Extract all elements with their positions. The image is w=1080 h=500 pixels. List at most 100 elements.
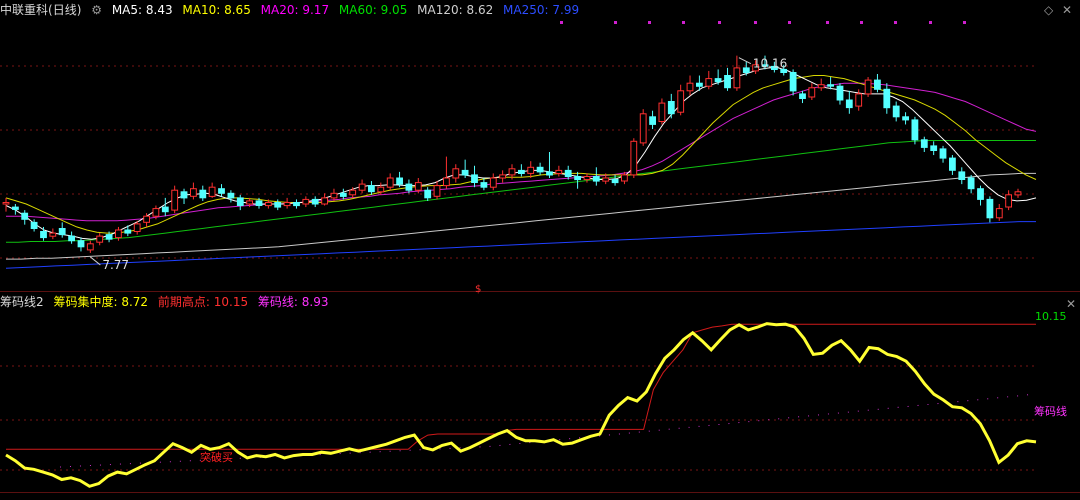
candle-up — [527, 166, 535, 174]
candle-up — [152, 208, 160, 217]
candle-down — [911, 119, 919, 141]
candle-up — [265, 202, 272, 207]
candle-down — [611, 179, 619, 184]
candle-down — [424, 189, 432, 199]
candle-up — [321, 197, 329, 205]
candle-up — [246, 200, 253, 205]
candle-down — [68, 235, 75, 242]
candle-down — [161, 206, 169, 213]
candle-down — [480, 182, 488, 188]
chip-line-readout: 筹码线: 8.93 — [257, 295, 329, 309]
candle-down — [227, 192, 235, 199]
candle-down — [883, 88, 891, 109]
ma120-line — [6, 172, 1036, 260]
candle-up — [621, 174, 628, 182]
candle-down — [518, 169, 525, 174]
high-price-label: 10.16 — [753, 57, 787, 71]
candle-down — [874, 79, 881, 90]
candle-down — [311, 198, 319, 205]
candle-up — [639, 113, 647, 144]
settings-gear-icon[interactable]: ⚙ — [91, 3, 102, 17]
candle-down — [592, 176, 600, 182]
top-signal-dot — [826, 21, 829, 24]
top-signal-dot — [718, 21, 721, 24]
candle-down — [892, 105, 900, 118]
ma20-readout: MA20: 9.17 — [260, 3, 330, 17]
candle-down — [564, 169, 572, 177]
top-signal-dot — [788, 21, 791, 24]
candle-up — [49, 232, 57, 237]
candle-up — [508, 168, 516, 176]
top-signal-dot — [929, 21, 932, 24]
candle-down — [396, 177, 404, 185]
candle-up — [115, 229, 122, 239]
prev-high-line — [6, 323, 1036, 450]
candle-down — [293, 202, 300, 207]
candle-down — [827, 84, 835, 87]
candle-up — [995, 208, 1003, 219]
top-signal-dot — [614, 21, 617, 24]
candle-down — [667, 101, 675, 115]
candle-down — [58, 228, 66, 236]
candle-down — [536, 166, 544, 173]
candle-down — [789, 72, 797, 92]
ma5-readout: MA5: 8.43 — [111, 3, 173, 17]
concentration-line — [5, 322, 1037, 488]
collapse-diamond-icon[interactable]: ◇ — [1044, 3, 1054, 17]
top-signal-dot — [963, 21, 966, 24]
indicator-close-icon[interactable]: ✕ — [1066, 297, 1077, 311]
candle-up — [686, 82, 694, 92]
close-icon[interactable]: ✕ — [1062, 3, 1073, 17]
candle-down — [714, 78, 722, 83]
candle-down — [649, 116, 657, 125]
candle-down — [574, 176, 582, 181]
candle-down — [274, 202, 282, 208]
ma10-readout: MA10: 8.65 — [182, 3, 251, 17]
candle-up — [705, 78, 713, 87]
candle-down — [761, 64, 769, 67]
candle-down — [105, 234, 113, 240]
candle-up — [499, 174, 507, 179]
candle-down — [771, 65, 778, 71]
ma60-readout: MA60: 9.05 — [338, 3, 408, 17]
candle-up — [2, 202, 10, 205]
candle-down — [949, 157, 956, 171]
candle-down — [30, 221, 38, 229]
ma10-line — [5, 75, 1037, 234]
candle-up — [752, 64, 760, 72]
ma20-line — [6, 82, 1037, 222]
candle-up — [677, 90, 685, 113]
candle-down — [986, 198, 994, 219]
candle-down — [742, 67, 750, 74]
candle-up — [452, 168, 460, 179]
top-signal-dot — [860, 21, 863, 24]
top-signal-dot — [754, 21, 757, 24]
candle-down — [461, 169, 469, 176]
main-panel-header: 中联重科(日线) ⚙ MA5: 8.43 MA10: 8.65 MA20: 9.… — [0, 0, 585, 20]
breakout-buy-label: 突破买 — [200, 450, 233, 464]
candle-up — [133, 223, 141, 232]
candle-up — [377, 186, 385, 193]
candle-up — [583, 176, 591, 181]
candle-up — [555, 169, 563, 174]
candle-up — [855, 93, 863, 107]
indicator-name[interactable]: 筹码线2 — [0, 295, 44, 309]
candle-down — [696, 82, 703, 87]
candle-up — [302, 198, 310, 205]
candle-up — [349, 189, 357, 196]
candle-down — [724, 75, 731, 89]
concentration-readout: 筹码集中度: 8.72 — [53, 295, 149, 309]
top-signal-dot — [648, 21, 651, 24]
candle-down — [546, 171, 553, 176]
ma120-readout: MA120: 8.62 — [417, 3, 494, 17]
candle-up — [808, 87, 816, 98]
candle-up — [171, 189, 179, 211]
candle-up — [1005, 194, 1013, 208]
stock-name[interactable]: 中联重科 — [0, 3, 49, 17]
candle-down — [199, 189, 207, 199]
candle-up — [358, 183, 366, 191]
candle-up — [733, 67, 741, 89]
candle-down — [967, 177, 975, 190]
candle-up — [283, 202, 291, 207]
